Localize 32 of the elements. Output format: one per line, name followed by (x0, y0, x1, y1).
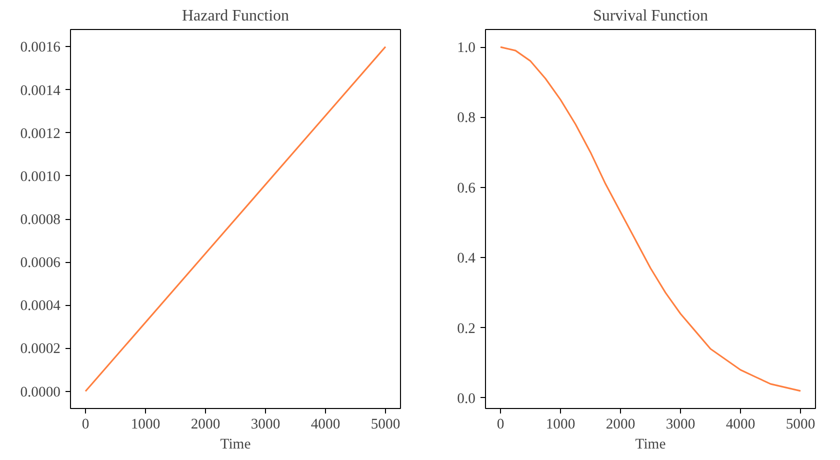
x-tick-label: 0 (496, 416, 504, 432)
y-tick-label: 0.0 (457, 390, 476, 407)
y-tick-label: 0.2 (457, 320, 476, 337)
y-tick-label: 0.0002 (20, 341, 61, 358)
x-tick-label: 4000 (310, 416, 340, 432)
x-tick-label: 1000 (130, 416, 160, 432)
y-tick-label: 0.0014 (20, 82, 62, 99)
y-tick-label: 0.8 (457, 110, 476, 126)
x-tick-label: 5000 (786, 416, 816, 432)
y-tick-label: 0.4 (457, 250, 476, 267)
x-tick-label: 1000 (546, 416, 576, 432)
x-tick-label: 3000 (666, 416, 696, 432)
y-tick-label: 1.0 (457, 40, 476, 56)
x-axis-title: Time (635, 436, 666, 452)
x-tick-label: 0 (82, 416, 90, 432)
y-tick-label: 0.0012 (20, 126, 61, 142)
y-tick-label: 0.0010 (20, 168, 61, 185)
y-tick-label: 0.0016 (20, 40, 61, 56)
y-tick-label: 0.0008 (20, 212, 61, 228)
x-tick-label: 2000 (190, 416, 220, 432)
x-axis-title: Time (220, 436, 251, 452)
x-tick-label: 3000 (250, 416, 280, 432)
y-tick-label: 0.6 (457, 180, 476, 196)
x-tick-label: 4000 (726, 416, 756, 432)
line-series (500, 46, 802, 392)
chart-title: Survival Function (592, 8, 708, 24)
y-tick-label: 0.0006 (20, 255, 61, 272)
x-tick-label: 5000 (370, 416, 400, 432)
x-tick-label: 2000 (606, 416, 636, 432)
y-tick-label: 0.0004 (20, 298, 62, 314)
chart-title: Hazard Function (182, 8, 290, 24)
y-tick-label: 0.0000 (20, 384, 61, 400)
